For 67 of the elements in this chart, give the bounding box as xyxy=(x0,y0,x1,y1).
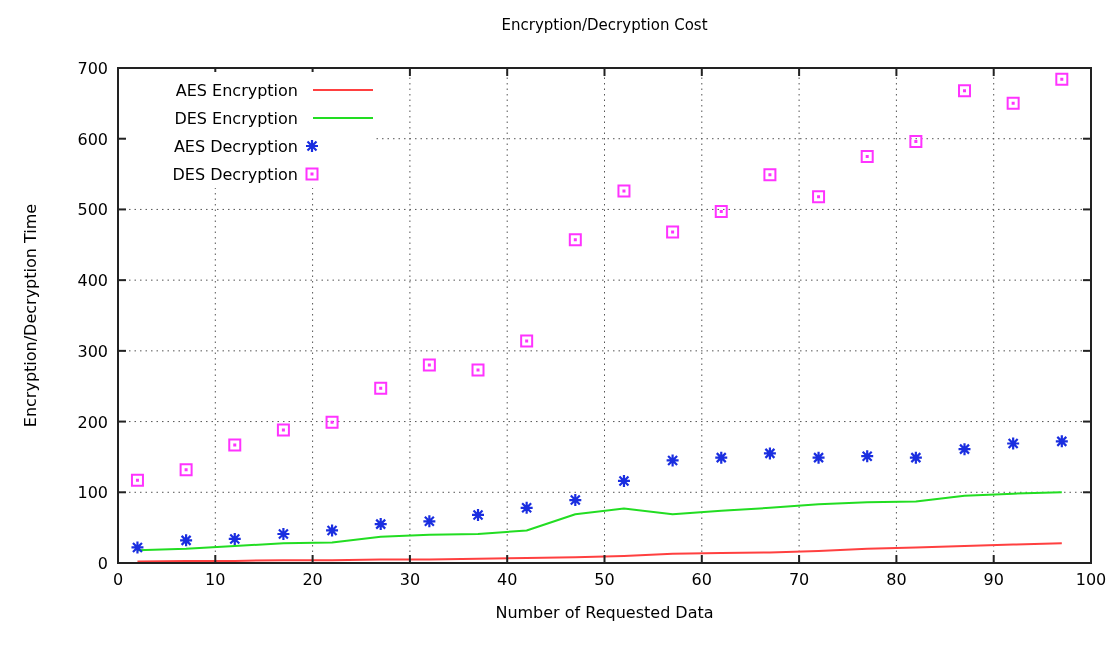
point xyxy=(1006,436,1021,451)
point xyxy=(325,415,339,429)
point xyxy=(179,533,194,548)
point xyxy=(470,507,486,523)
y-tick-label: 700 xyxy=(77,59,108,78)
point xyxy=(568,233,582,247)
x-tick-label: 100 xyxy=(1075,570,1107,589)
line-series xyxy=(136,542,1063,563)
point xyxy=(860,449,875,464)
point xyxy=(374,381,388,395)
point xyxy=(568,492,583,508)
point xyxy=(909,135,923,149)
point xyxy=(227,531,242,547)
x-tick-label: 10 xyxy=(205,570,226,589)
point xyxy=(130,540,145,555)
y-tick-label: 400 xyxy=(77,271,108,291)
y-tick-label: 300 xyxy=(77,341,108,361)
y-tick-label: 600 xyxy=(77,129,108,149)
point xyxy=(762,446,778,461)
point xyxy=(714,450,729,465)
y-tick-label: 0 xyxy=(97,554,108,573)
point xyxy=(714,205,728,219)
y-tick-label: 200 xyxy=(77,412,108,432)
point xyxy=(666,225,680,239)
point xyxy=(860,149,874,163)
point xyxy=(908,450,923,465)
point xyxy=(520,334,534,348)
y-axis-title: Encryption/Decryption Time xyxy=(21,203,40,428)
x-tick-label: 20 xyxy=(302,570,323,589)
x-tick-label: 60 xyxy=(691,570,712,589)
point xyxy=(471,363,485,377)
point xyxy=(957,442,972,457)
point xyxy=(763,168,777,182)
x-axis-title: Number of Requested Data xyxy=(495,603,714,622)
point xyxy=(324,523,340,538)
point xyxy=(276,526,291,542)
legend-label: AES Decryption xyxy=(173,137,298,156)
legend-label: AES Encryption xyxy=(175,81,298,100)
point xyxy=(812,190,826,204)
y-tick-label: 500 xyxy=(77,200,108,220)
x-tick-label: 0 xyxy=(112,570,124,589)
point xyxy=(276,423,290,437)
x-tick-label: 30 xyxy=(399,570,421,589)
point xyxy=(1055,72,1069,86)
x-tick-label: 90 xyxy=(983,570,1004,589)
point xyxy=(617,184,631,198)
legend-label: DES Encryption xyxy=(174,109,298,128)
chart-title: Encryption/Decryption Cost xyxy=(501,16,708,34)
x-tick-label: 70 xyxy=(788,570,810,589)
x-tick-label: 50 xyxy=(594,570,615,589)
point xyxy=(811,450,826,465)
point xyxy=(228,438,242,452)
point xyxy=(665,453,680,468)
point xyxy=(616,473,632,489)
point xyxy=(373,517,388,532)
point xyxy=(1006,96,1020,110)
point xyxy=(422,358,436,372)
point xyxy=(422,514,437,529)
x-tick-label: 40 xyxy=(497,570,518,589)
x-tick-label: 80 xyxy=(886,570,907,589)
point xyxy=(179,463,193,477)
point xyxy=(519,500,534,515)
y-tick-label: 100 xyxy=(77,483,108,503)
point xyxy=(958,84,972,98)
point xyxy=(130,473,144,487)
point xyxy=(1054,434,1069,449)
legend-label: DES Decryption xyxy=(172,165,298,184)
